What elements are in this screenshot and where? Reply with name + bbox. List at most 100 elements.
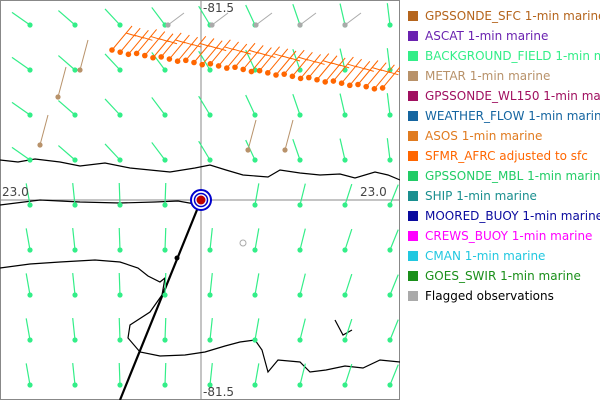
wind-barb [58, 100, 78, 118]
legend-item-weather-flow[interactable]: WEATHER_FLOW 1-min marine [408, 106, 600, 126]
legend-item-cman[interactable]: CMAN 1-min marine [408, 246, 545, 266]
wind-barb [292, 139, 303, 163]
latitude-label-left: 23.0 [2, 185, 29, 199]
longitude-label-top: -81.5 [203, 1, 235, 15]
legend-item-ascat[interactable]: ASCAT 1-min marine [408, 26, 548, 46]
wind-barb [207, 318, 213, 343]
storm-center-marker[interactable] [190, 189, 212, 211]
wind-barb [342, 318, 353, 343]
legend-label: GOES_SWIR 1-min marine [425, 269, 581, 283]
sfmr-observation [199, 40, 227, 68]
legend-swatch [408, 51, 418, 61]
legend-item-gpssonde-sfc[interactable]: GPSSONDE_SFC 1-min marine [408, 6, 600, 26]
wind-barb [292, 94, 303, 118]
legend-label: GPSSONDE_SFC 1-min marine [425, 9, 600, 23]
map-canvas[interactable] [0, 0, 400, 400]
sfmr-observation [322, 57, 350, 85]
metar-barb [37, 114, 49, 148]
legend-item-crews-buoy[interactable]: CREWS_BUOY 1-min marine [408, 226, 592, 246]
wind-barb [207, 273, 213, 298]
legend-label: Flagged observations [425, 289, 554, 303]
wind-barb [104, 8, 123, 28]
wind-barb [104, 53, 123, 73]
metar-barb [245, 119, 257, 153]
legend-item-flagged[interactable]: Flagged observations [408, 286, 554, 306]
wind-barb [72, 273, 78, 298]
legend-swatch [408, 171, 418, 181]
legend-item-metar[interactable]: METAR 1-min marine [408, 66, 550, 86]
wind-barb [151, 142, 168, 163]
legend-item-gpssonde-wl150[interactable]: GPSSONDE_WL150 1-min marine [408, 86, 600, 106]
wind-barb [297, 363, 306, 388]
wind-barb [162, 362, 168, 388]
wind-barb [297, 228, 306, 253]
sfmr-observation [191, 38, 219, 66]
legend-item-gpssonde-mbl[interactable]: GPSSONDE_MBL 1-min marine [408, 166, 600, 186]
wind-barb [342, 363, 353, 388]
sfmr-observation [224, 43, 251, 71]
wind-barb [117, 362, 123, 388]
flagged-barb [342, 12, 362, 28]
legend-panel: GPSSONDE_SFC 1-min marine ASCAT 1-min ma… [400, 0, 600, 400]
wind-barb [342, 183, 353, 208]
wind-barb [252, 273, 260, 298]
wind-barb [117, 227, 123, 253]
coastline-north [0, 158, 400, 181]
legend-item-asos[interactable]: ASOS 1-min marine [408, 126, 542, 146]
wind-barb [117, 182, 123, 208]
wind-barb [104, 98, 123, 118]
legend-label: SHIP 1-min marine [425, 189, 537, 203]
legend-item-background-field[interactable]: BACKGROUND_FIELD 1-min marine [408, 46, 600, 66]
wind-barb [58, 145, 78, 163]
legend-swatch [408, 151, 418, 161]
flagged-barb [165, 12, 185, 28]
wind-barb [162, 182, 168, 208]
legend-label: GPSSONDE_WL150 1-min marine [425, 89, 600, 103]
legend-label: WEATHER_FLOW 1-min marine [425, 109, 600, 123]
wind-barb [387, 364, 399, 388]
wind-barb [339, 138, 348, 163]
wind-barb [252, 183, 260, 208]
sfmr-observations-layer [109, 25, 400, 92]
legend-item-ship[interactable]: SHIP 1-min marine [408, 186, 537, 206]
sfmr-observation [297, 54, 325, 82]
wind-barb [72, 318, 78, 343]
storm-track [118, 199, 203, 400]
wind-barb [339, 93, 348, 118]
wind-barb [252, 318, 260, 343]
sfmr-observation [379, 66, 400, 91]
legend-item-moored-buoy[interactable]: MOORED_BUOY 1-min marine [408, 206, 600, 226]
wind-barb [198, 140, 213, 163]
wind-barb [162, 272, 168, 298]
wind-barb [252, 228, 260, 253]
coastline-fragment [334, 319, 353, 336]
sfmr-observation [371, 64, 399, 92]
wind-barb [162, 317, 168, 343]
legend-swatch [408, 11, 418, 21]
legend-swatch [408, 191, 418, 201]
wind-barb [387, 184, 399, 208]
legend-swatch [408, 291, 418, 301]
legend-item-goes-swir[interactable]: GOES_SWIR 1-min marine [408, 266, 581, 286]
wind-observation-map[interactable]: -81.5 -81.5 23.0 23.0 [0, 0, 400, 400]
wind-barb [25, 318, 33, 343]
legend-swatch [408, 251, 418, 261]
legend-label: CMAN 1-min marine [425, 249, 546, 263]
legend-label: ASOS 1-min marine [425, 129, 543, 143]
flagged-observation-marker [239, 239, 247, 247]
wind-barb [25, 273, 33, 298]
wind-barb [11, 146, 33, 163]
wind-barb [245, 94, 258, 118]
legend-item-sfmr-afrc[interactable]: SFMR_AFRC adjusted to sfc [408, 146, 588, 166]
latitude-label-right: 23.0 [360, 185, 387, 199]
longitude-label-bottom: -81.5 [203, 385, 235, 399]
wind-barb [387, 319, 399, 343]
wind-barb [58, 10, 78, 28]
legend-label: CREWS_BUOY 1-min marine [425, 229, 593, 243]
track-point [174, 255, 180, 261]
wind-barb [25, 183, 33, 208]
wind-barb [72, 363, 78, 388]
wind-barb [386, 93, 393, 118]
metar-barb [77, 39, 89, 73]
wind-barb [58, 55, 78, 73]
